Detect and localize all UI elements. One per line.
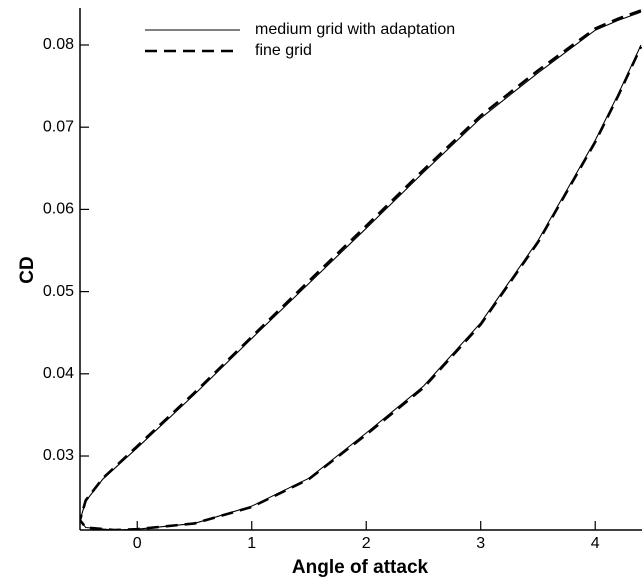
x-tick-label: 2 xyxy=(362,535,371,552)
x-tick-label: 0 xyxy=(133,535,142,552)
y-tick-label: 0.08 xyxy=(43,36,74,53)
y-tick-label: 0.05 xyxy=(43,283,74,300)
x-tick-label: 1 xyxy=(247,535,256,552)
plot-area xyxy=(80,9,642,530)
y-tick-label: 0.04 xyxy=(43,365,74,382)
legend-label: fine grid xyxy=(255,42,312,59)
y-axis-title: CD xyxy=(17,256,38,283)
x-tick-label: 3 xyxy=(476,535,485,552)
series-line xyxy=(80,11,642,530)
legend-label: medium grid with adaptation xyxy=(255,21,455,38)
x-tick-label: 4 xyxy=(591,535,600,552)
y-tick-label: 0.06 xyxy=(43,201,74,218)
x-axis-title: Angle of attack xyxy=(292,557,429,578)
series-line xyxy=(80,9,642,530)
y-tick-label: 0.07 xyxy=(43,118,74,135)
y-tick-label: 0.03 xyxy=(43,447,74,464)
